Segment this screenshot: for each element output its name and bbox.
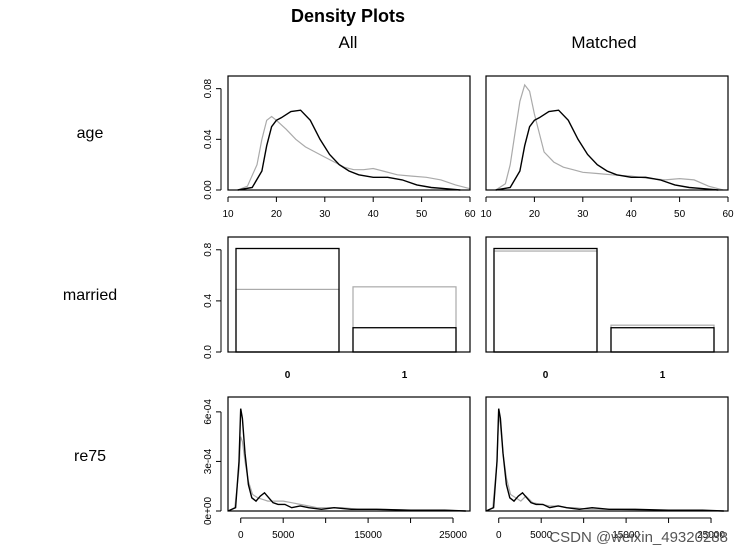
density-line-control-re75-all — [227, 436, 466, 512]
bar-control-married-matched-1 — [610, 324, 715, 353]
density-line-treated-re75-all — [227, 408, 466, 512]
category-label-married-all: 1 — [402, 370, 408, 381]
row-label-married: married — [63, 287, 117, 304]
row-label-re75: re75 — [74, 448, 106, 465]
bar-treated-married-matched-0 — [493, 247, 598, 353]
category-label-married-all: 0 — [285, 370, 291, 381]
panel-frame-married-matched — [485, 236, 729, 353]
x-tick-label-age-matched: 50 — [674, 209, 686, 220]
panel-re75-matched: 0 5000 15000 25000 — [485, 396, 729, 541]
x-tick-label-age-matched: 60 — [722, 209, 734, 220]
panel-age-all: 10 20 30 40 50 60 0.00 0.04 0.08 — [203, 75, 476, 220]
x-tick-label-re75-matched: 0 — [496, 530, 502, 541]
density-line-treated-age-all — [237, 109, 461, 191]
x-tick-label-age-all: 20 — [271, 209, 283, 220]
x-tick-label-re75-all: 25000 — [439, 530, 467, 541]
density-line-control-re75-matched — [485, 415, 724, 512]
density-line-treated-age-matched — [495, 109, 719, 191]
x-tick-label-re75-matched: 15000 — [612, 530, 640, 541]
y-tick-label-re75-all: 6e-04 — [203, 399, 214, 425]
panel-frame-married-all — [227, 236, 471, 353]
x-tick-label-age-all: 10 — [222, 209, 234, 220]
x-tick-label-age-all: 60 — [464, 209, 476, 220]
bar-treated-married-all-0 — [235, 247, 340, 353]
column-title-all: All — [339, 33, 358, 52]
x-tick-label-re75-all: 5000 — [272, 530, 295, 541]
y-tick-label-married-all: 0.4 — [203, 294, 214, 308]
density-line-control-age-all — [237, 115, 471, 191]
density-line-control-age-matched — [495, 83, 724, 191]
y-tick-label-age-all: 0.04 — [203, 129, 214, 149]
panel-frame-age-matched — [485, 75, 729, 191]
bar-treated-married-matched-1 — [610, 327, 715, 353]
bar-control-married-all-0 — [235, 288, 340, 353]
y-tick-label-married-all: 0.0 — [203, 345, 214, 359]
y-tick-label-re75-all: 3e-04 — [203, 448, 214, 474]
y-tick-label-age-all: 0.00 — [203, 180, 214, 200]
panel-frame-re75-matched — [485, 396, 729, 512]
figure-title: Density Plots — [291, 6, 405, 26]
x-tick-label-age-all: 50 — [416, 209, 428, 220]
category-label-married-matched: 0 — [543, 370, 549, 381]
x-tick-label-age-matched: 20 — [529, 209, 541, 220]
bar-control-married-all-1 — [352, 286, 457, 353]
y-tick-label-re75-all: 0e+00 — [203, 497, 214, 526]
panel-age-matched: 10 20 30 40 50 60 — [480, 75, 734, 220]
x-tick-label-age-all: 40 — [368, 209, 380, 220]
x-tick-label-age-all: 30 — [319, 209, 331, 220]
panel-frame-age-all — [227, 75, 471, 191]
x-tick-label-age-matched: 30 — [577, 209, 589, 220]
row-label-age: age — [77, 125, 104, 142]
x-tick-label-age-matched: 40 — [626, 209, 638, 220]
column-title-matched: Matched — [571, 33, 636, 52]
bar-control-married-matched-0 — [493, 250, 598, 353]
panel-re75-all: 0 5000 15000 25000 0e+00 3e-04 6e-04 — [203, 396, 471, 541]
x-tick-label-re75-matched: 25000 — [697, 530, 725, 541]
panel-frame-re75-all — [227, 396, 471, 512]
bar-treated-married-all-1 — [352, 327, 457, 353]
density-line-treated-re75-matched — [485, 408, 724, 512]
y-tick-label-married-all: 0.8 — [203, 242, 214, 256]
x-tick-label-re75-matched: 5000 — [530, 530, 553, 541]
x-tick-label-re75-all: 0 — [238, 530, 244, 541]
x-tick-label-re75-all: 15000 — [354, 530, 382, 541]
y-tick-label-age-all: 0.08 — [203, 78, 214, 98]
watermark: CSDN @weixin_49320288 — [549, 529, 728, 546]
x-tick-label-age-matched: 10 — [480, 209, 492, 220]
category-label-married-matched: 1 — [660, 370, 666, 381]
panel-married-all: 0 1 0.0 0.4 0.8 — [203, 236, 471, 381]
